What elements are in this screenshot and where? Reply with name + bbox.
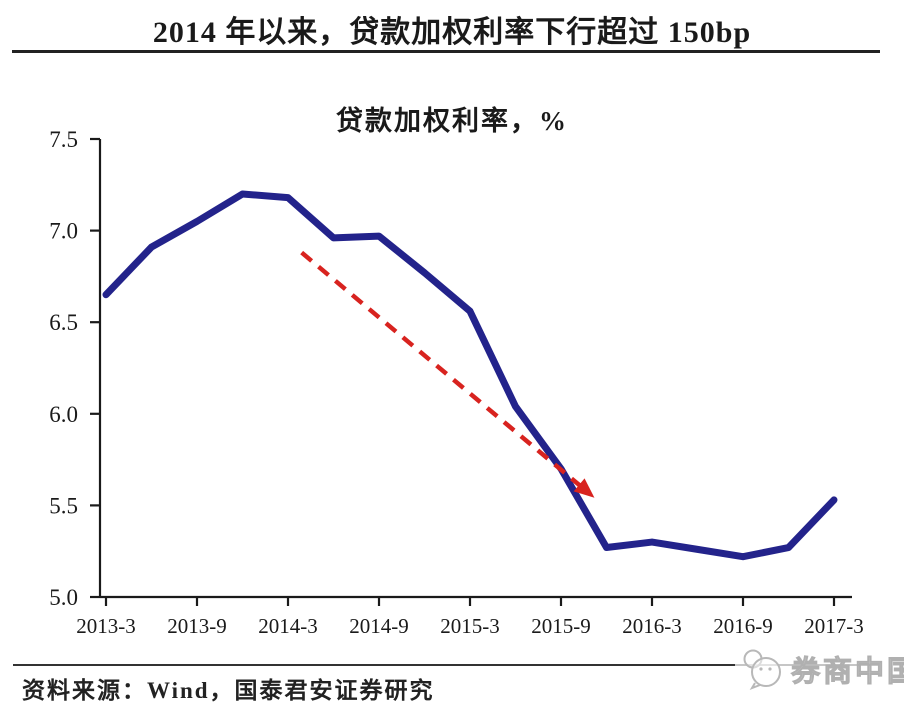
watermark-brand: 券商中国 xyxy=(790,656,904,689)
decline-arrow-line xyxy=(300,250,590,495)
x-tick-label: 2014-3 xyxy=(258,614,318,638)
source-note: 资料来源：Wind，国泰君安证券研究 xyxy=(22,678,435,703)
page-title: 2014 年以来，贷款加权利率下行超过 150bp xyxy=(152,16,752,49)
title-divider xyxy=(12,50,880,53)
y-tick-label: 5.0 xyxy=(49,585,78,610)
x-tick-label: 2015-3 xyxy=(440,614,500,638)
panda-mascot-icon xyxy=(743,649,781,690)
loan-rate-line-chart: 5.0 5.5 6.0 6.5 7.0 7.5 2013-3 2013-9 2014-3 2014… xyxy=(0,125,904,655)
y-tick-label: 7.0 xyxy=(49,219,78,244)
footer-divider xyxy=(13,664,878,666)
y-tick-label: 5.5 xyxy=(49,493,78,518)
x-tick-label: 2013-3 xyxy=(76,614,136,638)
decline-arrow-head xyxy=(573,478,595,498)
rate-series-line xyxy=(102,190,838,561)
chart-title: 贷款加权利率，% xyxy=(336,106,568,136)
x-tick-label: 2013-9 xyxy=(167,614,227,638)
x-tick-label: 2017-3 xyxy=(804,614,864,638)
x-tick-label: 2015-9 xyxy=(531,614,591,638)
y-tick-label: 7.5 xyxy=(49,127,78,152)
y-tick-label: 6.5 xyxy=(49,310,78,335)
x-tick-label: 2016-9 xyxy=(713,614,773,638)
y-tick-label: 6.0 xyxy=(49,402,78,427)
chart-canvas: 5.0 5.5 6.0 6.5 7.0 7.5 2013-3 2013-9 2014-3 2014… xyxy=(49,127,864,638)
watermark: 券商中国 xyxy=(735,643,904,695)
x-tick-label: 2016-3 xyxy=(622,614,682,638)
x-tick-label: 2014-9 xyxy=(349,614,409,638)
